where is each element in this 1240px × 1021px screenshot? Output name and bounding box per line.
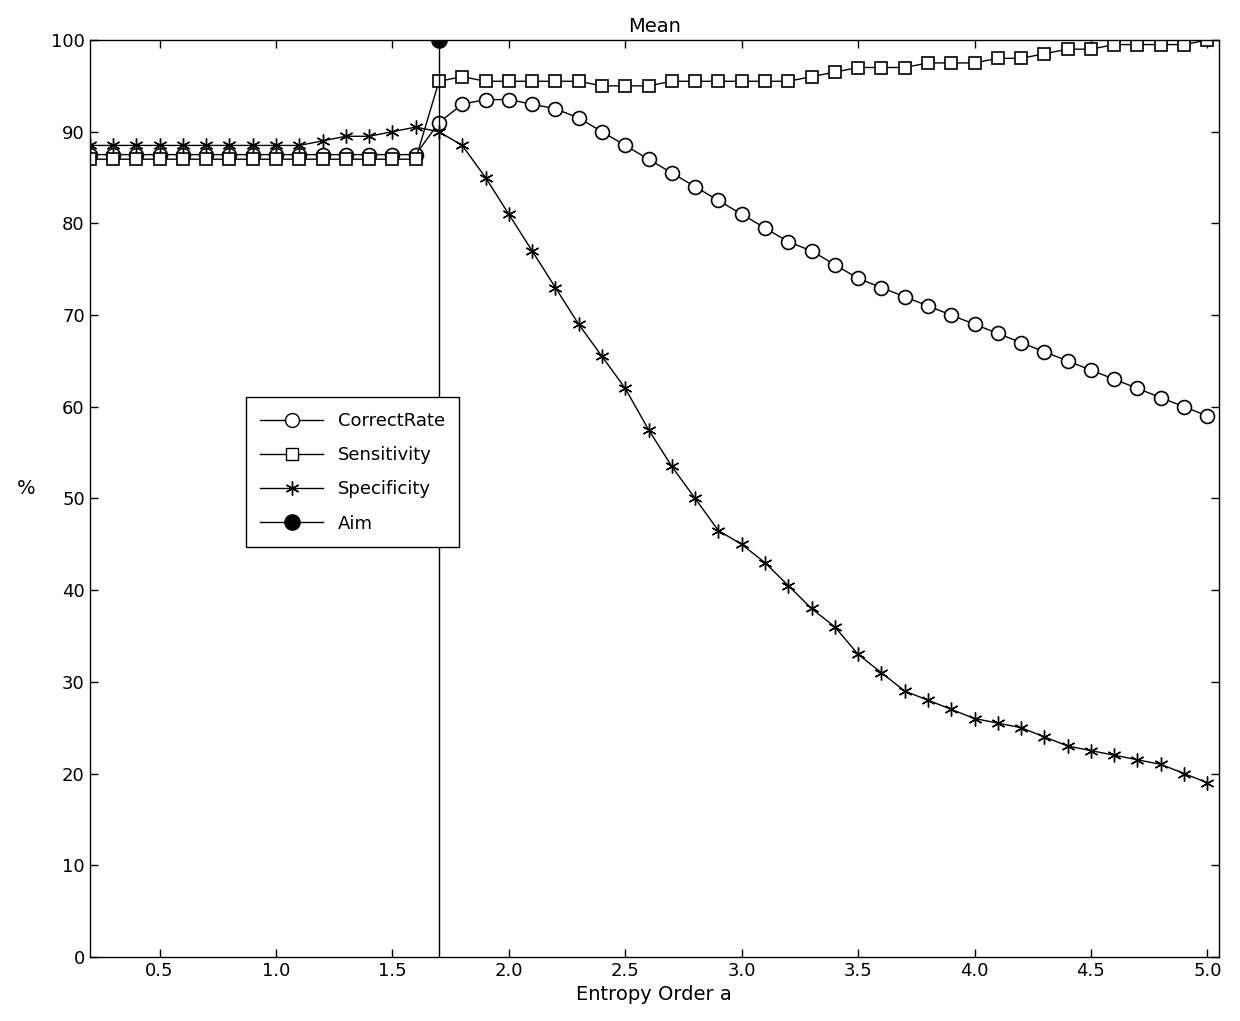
Legend: CorrectRate, Sensitivity, Specificity, Aim: CorrectRate, Sensitivity, Specificity, A… (246, 397, 459, 547)
Y-axis label: %: % (16, 480, 35, 498)
X-axis label: Entropy Order a: Entropy Order a (577, 985, 733, 1005)
Title: Mean: Mean (627, 16, 681, 36)
